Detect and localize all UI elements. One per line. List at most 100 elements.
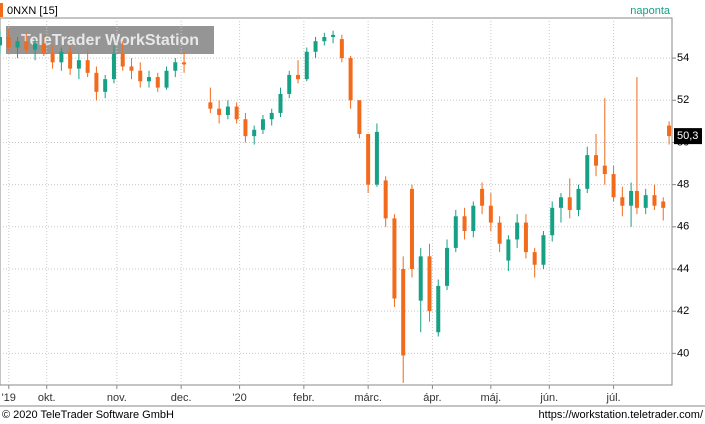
candle-body xyxy=(252,129,257,137)
candle-body xyxy=(652,195,657,206)
candle-body xyxy=(296,74,301,80)
y-tick-label: 48 xyxy=(677,179,689,191)
candle-body xyxy=(41,43,46,54)
candle-body xyxy=(506,239,511,261)
candle-body xyxy=(515,222,520,240)
candle-body xyxy=(217,108,222,116)
plot-frame xyxy=(0,17,673,386)
candle-body xyxy=(6,36,11,48)
grid xyxy=(0,18,676,389)
candle-body xyxy=(94,72,99,92)
candle-body xyxy=(374,131,379,185)
candle-body xyxy=(357,100,362,135)
x-tick-label: dec. xyxy=(171,392,192,404)
candle-body xyxy=(497,222,502,244)
candle-body xyxy=(155,77,160,88)
candle-body xyxy=(585,155,590,189)
candle-body xyxy=(339,39,344,59)
candle-body xyxy=(409,188,414,269)
candle-body xyxy=(488,205,493,223)
candle-body xyxy=(243,119,248,137)
x-tick-label: okt. xyxy=(38,392,56,404)
candle-body xyxy=(138,70,143,82)
x-tick-label: júl. xyxy=(606,392,621,404)
candle-body xyxy=(480,188,485,206)
candle-body xyxy=(634,190,639,208)
candle-body xyxy=(445,247,450,286)
labels: 4042444648505254'19okt.nov.dec.'20febr.m… xyxy=(2,52,702,404)
candle-body xyxy=(427,256,432,312)
y-tick-label: 52 xyxy=(677,94,689,106)
candle-body xyxy=(602,165,607,175)
candle-body xyxy=(0,36,2,46)
symbol: 0NXN [15] xyxy=(7,5,58,17)
candle-body xyxy=(208,102,213,109)
candle-body xyxy=(594,155,599,166)
candle-body xyxy=(643,195,648,208)
last-price-label: 50,3 xyxy=(677,130,698,142)
candle-body xyxy=(313,41,318,52)
x-tick-label: nov. xyxy=(107,392,127,404)
x-tick-label: ápr. xyxy=(423,392,441,404)
last-price-box xyxy=(674,128,702,145)
x-tick-label: jún. xyxy=(539,392,558,404)
candles xyxy=(0,28,672,383)
candle-body xyxy=(103,79,108,92)
candle-body xyxy=(322,36,327,42)
candle-body xyxy=(667,125,672,137)
candle-body xyxy=(111,53,116,80)
candle-body xyxy=(661,201,666,208)
candle-body xyxy=(182,62,187,65)
interval: naponta xyxy=(630,5,671,17)
x-tick-label: febr. xyxy=(293,392,314,404)
x-tick-label: márc. xyxy=(354,392,382,404)
candle-body xyxy=(129,66,134,71)
candle-body xyxy=(436,285,441,333)
url: https://workstation.teletrader.com/ xyxy=(539,409,704,421)
candle-body xyxy=(541,235,546,265)
candle-body xyxy=(576,188,581,210)
candle-body xyxy=(629,190,634,206)
candle-body xyxy=(269,112,274,120)
y-tick-label: 54 xyxy=(677,52,689,64)
candle-body xyxy=(392,218,397,299)
candle-body xyxy=(76,60,81,69)
y-tick-label: 46 xyxy=(677,221,689,233)
watermark-box xyxy=(6,26,214,54)
candle-body xyxy=(366,134,371,185)
candle-body xyxy=(173,62,178,71)
symbol-marker xyxy=(0,3,3,17)
candle-body xyxy=(225,106,230,116)
candle-body xyxy=(331,34,336,37)
candle-body xyxy=(120,53,125,67)
candle-body xyxy=(550,207,555,236)
x-tick-label: máj. xyxy=(480,392,501,404)
candle-body xyxy=(15,41,20,48)
candle-body xyxy=(234,106,239,120)
candle-body xyxy=(453,216,458,248)
candle-body xyxy=(567,197,572,210)
candle-body xyxy=(260,119,265,130)
candle-body xyxy=(532,252,537,265)
candle-body xyxy=(68,51,73,69)
candle-body xyxy=(278,93,283,113)
candle-body xyxy=(620,197,625,206)
y-tick-label: 44 xyxy=(677,263,689,275)
candle-body xyxy=(418,256,423,301)
candle-body xyxy=(611,174,616,198)
candle-body xyxy=(558,197,563,208)
candle-body xyxy=(59,51,64,63)
x-tick-label: '20 xyxy=(232,392,246,404)
candle-body xyxy=(348,58,353,101)
candle-body xyxy=(147,77,152,82)
candle-body xyxy=(304,51,309,80)
candle-body xyxy=(50,53,55,63)
candle-body xyxy=(383,180,388,219)
y-tick-label: 42 xyxy=(677,305,689,317)
y-tick-label: 40 xyxy=(677,347,689,359)
candle-body xyxy=(164,70,169,88)
candle-body xyxy=(287,74,292,94)
watermark: TeleTrader WorkStation xyxy=(21,32,199,49)
x-tick-label: '19 xyxy=(2,392,16,404)
